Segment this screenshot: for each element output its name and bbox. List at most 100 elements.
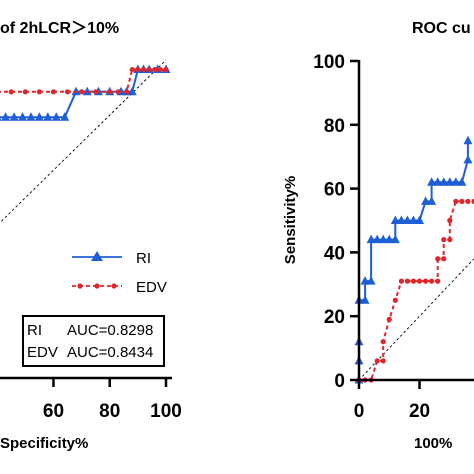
left-x-ticks: 60 80 100 xyxy=(43,378,182,422)
left-edv-point xyxy=(50,89,57,95)
left-edv-point xyxy=(107,89,113,95)
right-ri-point xyxy=(451,177,461,186)
left-x-tick-label: 100 xyxy=(150,401,182,422)
right-ri-point xyxy=(396,215,406,224)
left-edv-point xyxy=(163,66,169,73)
legend-item-ri: RI xyxy=(72,250,151,267)
right-ri-point xyxy=(390,215,400,224)
right-x-axis-label: 100% xyxy=(414,435,452,452)
left-edv-point xyxy=(152,66,158,73)
left-x-tick-label: 60 xyxy=(43,401,64,422)
legend-item-edv: EDV xyxy=(72,279,167,296)
right-y-tick-label: 20 xyxy=(324,307,345,328)
right-plot-area xyxy=(354,135,474,384)
right-edv-point xyxy=(447,237,453,243)
right-edv-line xyxy=(359,200,474,381)
legend-edv-marker-2 xyxy=(94,283,100,289)
right-ri-point xyxy=(463,154,473,164)
auc-edv-name: EDV xyxy=(27,344,58,361)
left-ri-point xyxy=(18,112,28,121)
right-ri-point xyxy=(421,196,431,205)
right-ri-point xyxy=(384,234,394,244)
right-edv-point xyxy=(435,256,441,262)
left-edv-point xyxy=(93,89,99,95)
left-edv-point xyxy=(140,66,147,73)
right-y-tick-label: 40 xyxy=(324,243,345,264)
left-edv-point xyxy=(124,89,130,95)
left-legend: RI EDV xyxy=(72,250,167,296)
right-edv-point xyxy=(441,256,447,262)
legend-edv-label: EDV xyxy=(136,279,167,296)
left-edv-point xyxy=(146,66,152,73)
legend-edv-marker-1 xyxy=(77,283,83,289)
right-edv-point xyxy=(398,278,404,284)
right-ri-point xyxy=(390,234,400,244)
right-ri-point xyxy=(360,295,370,304)
right-edv-point xyxy=(459,198,465,204)
auc-ri-value: AUC=0.8298 xyxy=(67,322,153,339)
right-ri-point xyxy=(415,215,425,224)
right-edv-point xyxy=(447,217,453,224)
left-edv-point xyxy=(22,89,28,95)
right-edv-point xyxy=(380,339,386,345)
right-edv-point xyxy=(422,278,429,284)
right-edv-point xyxy=(392,297,398,303)
right-edv-point xyxy=(416,278,423,284)
left-ri-point xyxy=(9,112,19,121)
left-ri-line xyxy=(0,68,166,119)
right-chart-title: ROC cu xyxy=(412,20,471,37)
right-edv-point xyxy=(429,278,435,284)
left-ri-point xyxy=(60,112,70,121)
right-x-tick-label: 20 xyxy=(409,401,430,422)
right-edv-point xyxy=(374,358,380,364)
left-ri-point xyxy=(1,112,11,121)
legend-ri-marker xyxy=(91,251,103,261)
right-ri-point xyxy=(402,215,412,224)
right-ri-point xyxy=(457,177,467,186)
right-ri-point xyxy=(427,196,437,205)
right-ri-point xyxy=(427,177,437,186)
right-ri-point xyxy=(445,177,455,186)
right-ri-point xyxy=(439,177,449,186)
right-ri-point xyxy=(372,234,382,244)
legend-ri-label: RI xyxy=(136,250,151,267)
left-ri-point xyxy=(51,112,61,121)
left-ri-point xyxy=(26,112,36,121)
right-edv-point xyxy=(404,278,411,284)
legend-edv-marker-3 xyxy=(111,283,117,289)
right-edv-point xyxy=(453,198,459,204)
left-edv-point xyxy=(157,66,163,73)
right-x-ticks: 0 20 xyxy=(354,380,430,422)
left-ri-point xyxy=(127,86,137,96)
left-roc-panel: of 2hLCR＞10% 60 80 100 Specificity% RI EDV xyxy=(0,20,182,452)
auc-edv-value: AUC=0.8434 xyxy=(67,344,153,361)
left-edv-point xyxy=(36,89,43,95)
left-plot-area xyxy=(0,59,171,224)
right-edv-point xyxy=(441,237,447,243)
left-ri-point xyxy=(43,112,53,121)
right-roc-panel: ROC cu 0 20 40 60 80 100 0 20 Sensitivity% 100… xyxy=(282,20,474,452)
auc-ri-name: RI xyxy=(27,322,42,339)
right-y-tick-label: 60 xyxy=(324,180,345,201)
right-ri-point xyxy=(360,276,370,285)
right-edv-point xyxy=(471,198,474,204)
right-edv-point xyxy=(410,278,417,284)
right-ri-point xyxy=(408,215,418,224)
right-ri-point xyxy=(366,276,376,285)
right-edv-point xyxy=(435,278,441,284)
right-ri-line xyxy=(358,140,469,380)
right-y-ticks: 0 20 40 60 80 100 xyxy=(313,52,359,392)
left-x-axis-label: Specificity% xyxy=(0,435,88,452)
right-x-tick-label: 0 xyxy=(354,401,365,422)
right-ri-point xyxy=(366,234,376,244)
left-edv-point xyxy=(64,89,71,95)
right-ri-point xyxy=(463,135,473,145)
left-edv-point xyxy=(115,89,121,95)
right-y-tick-label: 80 xyxy=(324,116,345,137)
right-edv-point xyxy=(380,358,386,364)
right-edv-point xyxy=(386,316,392,322)
auc-box-frame xyxy=(22,315,165,367)
left-edv-point xyxy=(79,89,85,95)
right-y-axis-label: Sensitivity% xyxy=(282,176,299,264)
